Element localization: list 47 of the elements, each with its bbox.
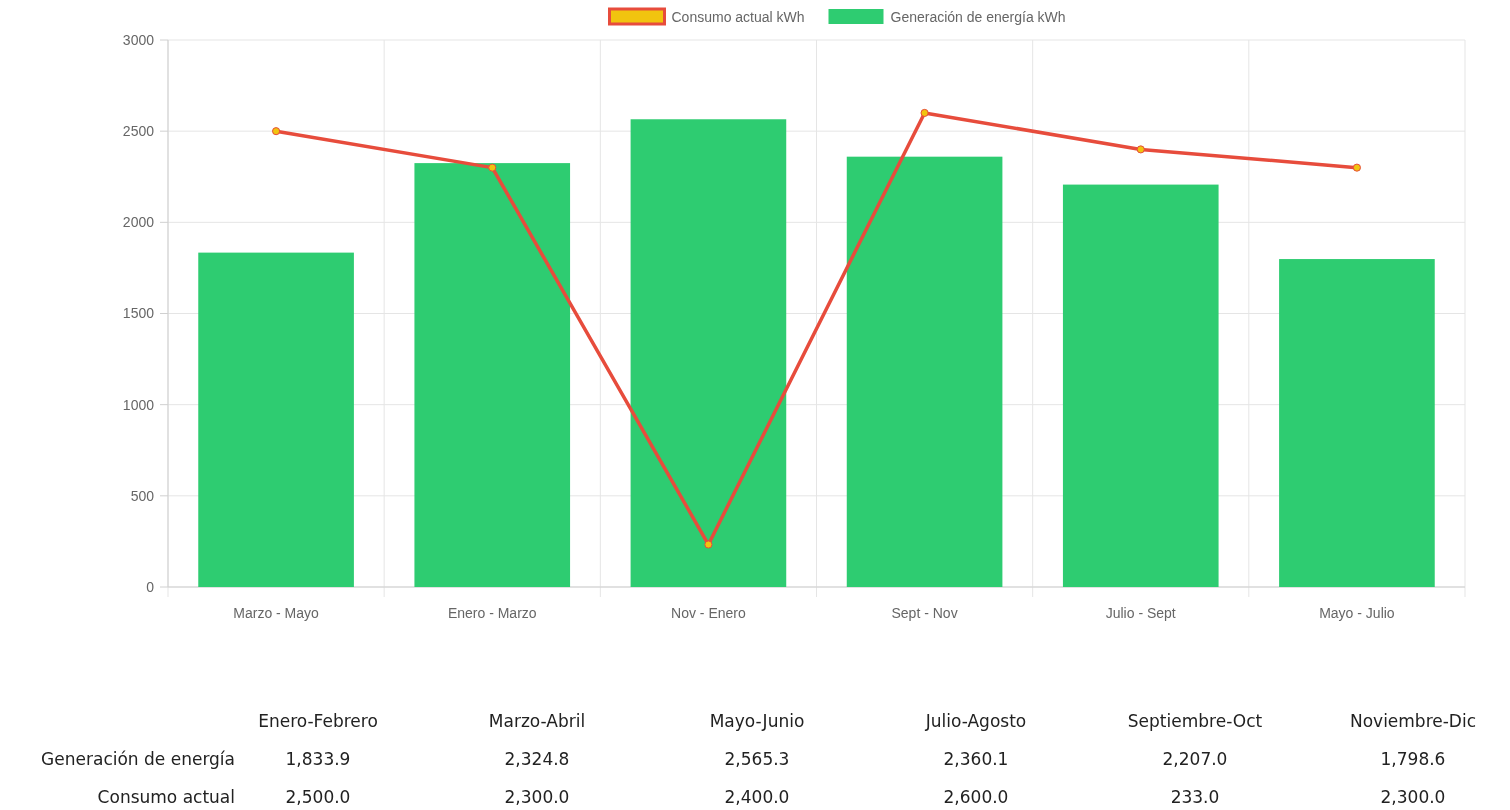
point xyxy=(920,108,929,117)
point xyxy=(272,127,281,136)
data-label: 2,300.0 xyxy=(1380,787,1446,807)
y-tick-label: 0 xyxy=(146,578,155,595)
y-tick-label: 500 xyxy=(130,487,155,504)
data-label: 1,833.9 xyxy=(285,749,351,769)
data-label: 1,798.6 xyxy=(1380,749,1446,769)
y-tick-label: 1500 xyxy=(122,305,155,322)
bar xyxy=(630,119,787,587)
text: Consumo actual xyxy=(97,787,235,807)
point xyxy=(1352,163,1361,172)
data-label: 2,565.3 xyxy=(724,749,790,769)
point xyxy=(1136,145,1145,154)
category-label: Marzo-Abril xyxy=(488,711,586,731)
category-label: Noviembre-Dic xyxy=(1349,711,1477,731)
category-label: Mayo-Junio xyxy=(709,711,805,731)
category-label: Septiembre-Oct xyxy=(1127,711,1263,731)
point xyxy=(704,540,713,549)
data-label: 2,600.0 xyxy=(943,787,1009,807)
data-label: 2,207.0 xyxy=(1162,749,1228,769)
category-label: Julio-Agosto xyxy=(924,711,1027,731)
y-tick-label: 1000 xyxy=(122,396,155,413)
x-tick-label: Sept - Nov xyxy=(891,605,958,621)
data-label: 233.0 xyxy=(1170,787,1220,807)
bar xyxy=(1062,184,1219,587)
x-tick-label: Mayo - Julio xyxy=(1319,605,1395,621)
bar xyxy=(198,252,354,587)
y-tick-label: 3000 xyxy=(122,31,155,48)
data-label: 2,500.0 xyxy=(285,787,351,807)
data-label: 2,400.0 xyxy=(724,787,790,807)
x-tick-label: Nov - Enero xyxy=(671,605,746,621)
data-label: 2,300.0 xyxy=(504,787,570,807)
data-label: 2,324.8 xyxy=(504,749,570,769)
bar xyxy=(846,156,1003,587)
point xyxy=(488,163,497,172)
bar xyxy=(1279,259,1435,587)
y-tick-label: 2000 xyxy=(122,214,155,231)
legend-label: Generación de energía kWh xyxy=(890,8,1066,25)
y-tick-label: 2500 xyxy=(122,123,155,140)
bar xyxy=(414,163,571,587)
text: Generación de energía xyxy=(41,749,235,769)
x-tick-label: Marzo - Mayo xyxy=(233,605,320,621)
data-label: 2,360.1 xyxy=(943,749,1009,769)
legend-label: Consumo actual kWh xyxy=(671,8,805,25)
x-tick-label: Enero - Marzo xyxy=(447,605,537,621)
x-tick-label: Julio - Sept xyxy=(1105,605,1176,621)
category-label: Enero-Febrero xyxy=(258,711,378,731)
